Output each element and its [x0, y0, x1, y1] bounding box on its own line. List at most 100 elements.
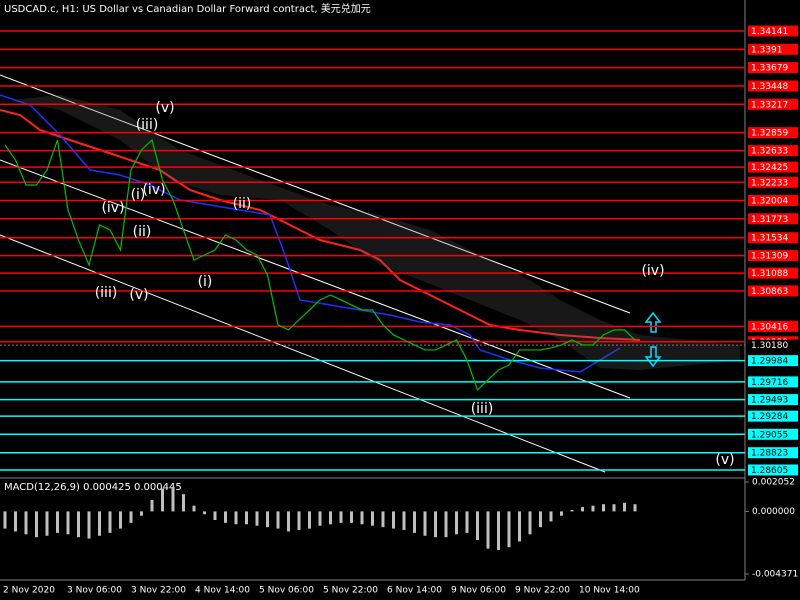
macd-bar — [171, 487, 175, 512]
macd-bar — [392, 511, 395, 529]
level-label: 1.30863 — [751, 287, 788, 297]
macd-bar — [507, 511, 511, 548]
level-label: 1.29716 — [751, 378, 788, 388]
x-tick-label: 9 Nov 06:00 — [451, 586, 506, 596]
x-tick-label: 4 Nov 14:00 — [195, 586, 250, 596]
up-arrow — [644, 311, 662, 333]
wave-label: (i) — [131, 187, 146, 203]
level-label-box — [748, 25, 798, 37]
macd-bar — [318, 511, 322, 526]
wave-label: (i) — [198, 274, 213, 290]
level-label-box — [748, 355, 798, 367]
level-label-box — [748, 267, 798, 279]
level-label-box — [748, 285, 798, 297]
macd-bar — [539, 511, 542, 528]
x-tick-label: 2 Nov 2020 — [3, 586, 55, 596]
macd-bar — [381, 511, 385, 528]
macd-bar — [287, 511, 290, 532]
macd-bar — [3, 511, 7, 529]
macd-bar — [129, 511, 133, 523]
macd-bar — [87, 511, 91, 539]
x-tick-label: 9 Nov 22:00 — [515, 586, 570, 596]
level-label: 1.33679 — [751, 64, 788, 74]
current-price-label: 1.30180 — [751, 341, 788, 351]
level-label: 1.32004 — [751, 196, 788, 206]
macd-bar — [24, 511, 28, 535]
level-label-box — [748, 194, 798, 206]
chart-title: USDCAD.c, H1: US Dollar vs Canadian Doll… — [4, 2, 371, 15]
macd-bar — [413, 511, 416, 533]
macd-bar — [45, 511, 49, 536]
level-label-box — [748, 98, 798, 110]
level-label-box — [748, 320, 798, 332]
macd-bar — [56, 511, 59, 533]
macd-bar — [276, 511, 280, 529]
macd-bar — [360, 511, 364, 525]
x-tick-label: 5 Nov 06:00 — [259, 586, 314, 596]
macd-bar — [98, 511, 101, 536]
y-tick-label: 0.002052 — [752, 478, 795, 488]
x-tick-label: 3 Nov 22:00 — [131, 586, 186, 596]
level-label: 1.32425 — [751, 163, 788, 173]
level-label: 1.33217 — [751, 100, 788, 110]
channel-line — [0, 234, 606, 473]
channel-line — [0, 159, 631, 399]
macd-bar — [161, 488, 164, 512]
macd-bar — [633, 504, 637, 512]
macd-bar — [497, 511, 500, 551]
level-label: 1.29984 — [751, 357, 788, 367]
macd-bar — [308, 511, 311, 529]
moving-average — [0, 94, 621, 373]
macd-bar — [486, 511, 490, 549]
wave-label: (iii) — [95, 285, 118, 301]
macd-title: MACD(12,26,9) 0.000425 0.000445 — [4, 482, 182, 493]
level-label: 1.31088 — [751, 269, 788, 279]
macd-bar — [528, 511, 532, 535]
macd-bar — [14, 511, 17, 532]
macd-bar — [423, 511, 427, 536]
level-label: 1.31309 — [751, 252, 788, 262]
macd-bar — [371, 511, 374, 526]
moving-average — [0, 109, 641, 341]
macd-bar — [297, 511, 301, 531]
level-label-box — [748, 376, 798, 388]
macd-bar — [560, 511, 563, 516]
macd-bar — [66, 511, 70, 535]
level-label-box — [748, 447, 798, 459]
wave-label: (ii) — [133, 224, 152, 240]
level-label: 1.32633 — [751, 147, 788, 157]
level-label: 1.30416 — [751, 322, 788, 332]
level-label-box — [748, 464, 798, 476]
level-label-box — [748, 410, 798, 422]
macd-bar — [329, 511, 332, 525]
wave-label: (v) — [129, 287, 148, 303]
level-label: 1.28823 — [751, 449, 788, 459]
macd-bar — [444, 511, 448, 538]
level-label-box — [748, 428, 798, 440]
level-label: 1.3391 — [751, 45, 783, 55]
macd-bar — [245, 511, 248, 525]
level-label-box — [748, 62, 798, 74]
current-price-box — [748, 339, 798, 351]
level-label: 1.29284 — [751, 412, 788, 422]
wave-label: (iv) — [101, 200, 124, 216]
level-label-box — [748, 213, 798, 225]
macd-bar — [255, 511, 259, 526]
level-label: 1.29055 — [751, 430, 788, 440]
level-label: 1.32859 — [751, 129, 788, 139]
macd-bar — [234, 511, 238, 525]
level-label-box — [748, 176, 798, 188]
macd-bar — [476, 511, 479, 541]
wave-label: (v) — [155, 100, 174, 116]
macd-bar — [549, 511, 553, 522]
macd-bar — [591, 505, 595, 512]
macd-bar — [203, 511, 206, 515]
wave-label: (iii) — [136, 117, 159, 133]
x-tick-label: 6 Nov 14:00 — [387, 586, 442, 596]
macd-bar — [350, 511, 353, 523]
wave-label: (iv) — [641, 263, 664, 279]
level-label-box — [748, 250, 798, 262]
